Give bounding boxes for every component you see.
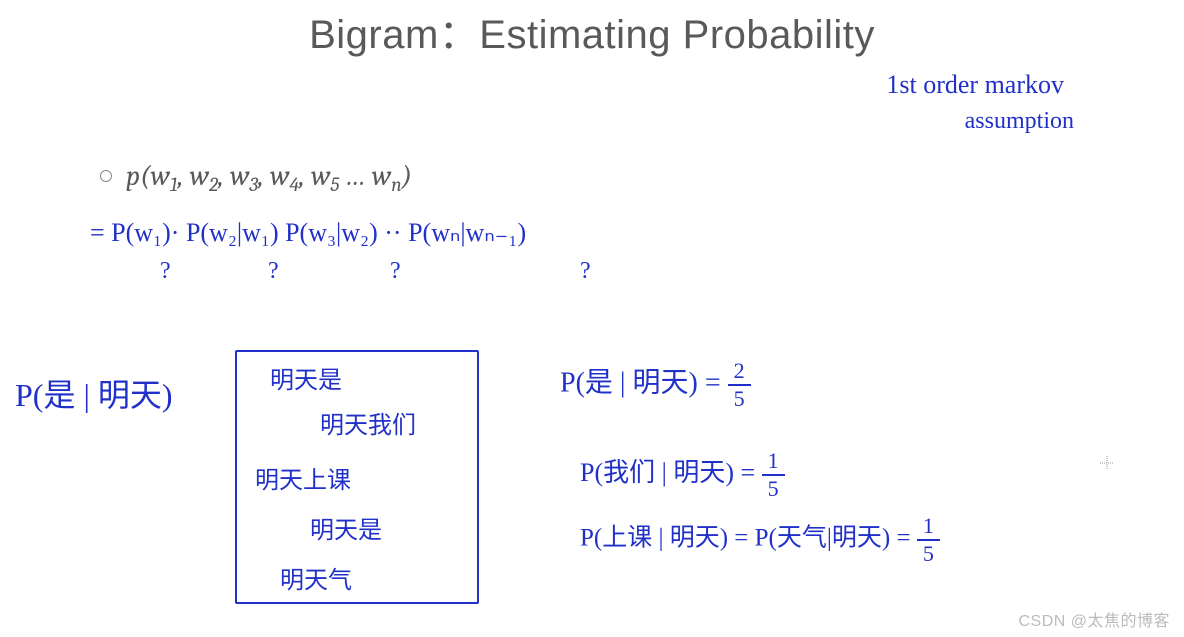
calc-2: P(我们 | 明天) = 1 5	[580, 450, 785, 500]
calc-2-den: 5	[762, 476, 785, 500]
question-mark-2: ?	[268, 258, 279, 285]
example-query: P(是 | 明天)	[15, 370, 173, 416]
calc-1-den: 5	[728, 386, 751, 410]
calc-1-num: 2	[728, 360, 751, 386]
corpus-item-2: 明天我们	[320, 405, 416, 440]
calc-3-lhs: P(上课 | 明天) = P(天气|明天) =	[580, 525, 911, 552]
cursor-crosshair-icon	[1100, 456, 1114, 473]
corpus-item-3: 明天上课	[255, 460, 351, 495]
calc-1: P(是 | 明天) = 2 5	[560, 360, 751, 410]
calc-3-num: 1	[917, 515, 940, 541]
question-mark-1: ?	[160, 258, 171, 285]
joint-probability-formula: p(w1, w2, w3, w4, w5 … wn)	[100, 160, 412, 196]
watermark-text: CSDN @太焦的博客	[1018, 607, 1170, 631]
markov-annotation-line2: assumption	[965, 108, 1074, 135]
markov-annotation-line1: 1st order markov	[886, 70, 1064, 100]
calc-1-lhs: P(是 | 明天) =	[560, 367, 721, 398]
slide-title: Bigram：Estimating Probability	[0, 2, 1184, 60]
corpus-item-1: 明天是	[270, 360, 342, 395]
calc-1-frac: 2 5	[728, 360, 751, 410]
calc-3-den: 5	[917, 541, 940, 565]
corpus-item-5: 明天气	[280, 560, 352, 595]
bigram-expansion: = P(w₁)· P(w₂|w₁) P(w₃|w₂) ·· P(wₙ|wₙ₋₁)	[90, 218, 526, 248]
question-mark-3: ?	[390, 258, 401, 285]
calc-2-lhs: P(我们 | 明天) =	[580, 458, 755, 487]
question-mark-4: ?	[580, 258, 591, 285]
calc-3: P(上课 | 明天) = P(天气|明天) = 1 5	[580, 515, 940, 565]
calc-2-num: 1	[762, 450, 785, 476]
bullet-icon	[100, 170, 112, 182]
calc-2-frac: 1 5	[762, 450, 785, 500]
corpus-item-4: 明天是	[310, 510, 382, 545]
calc-3-frac: 1 5	[917, 515, 940, 565]
